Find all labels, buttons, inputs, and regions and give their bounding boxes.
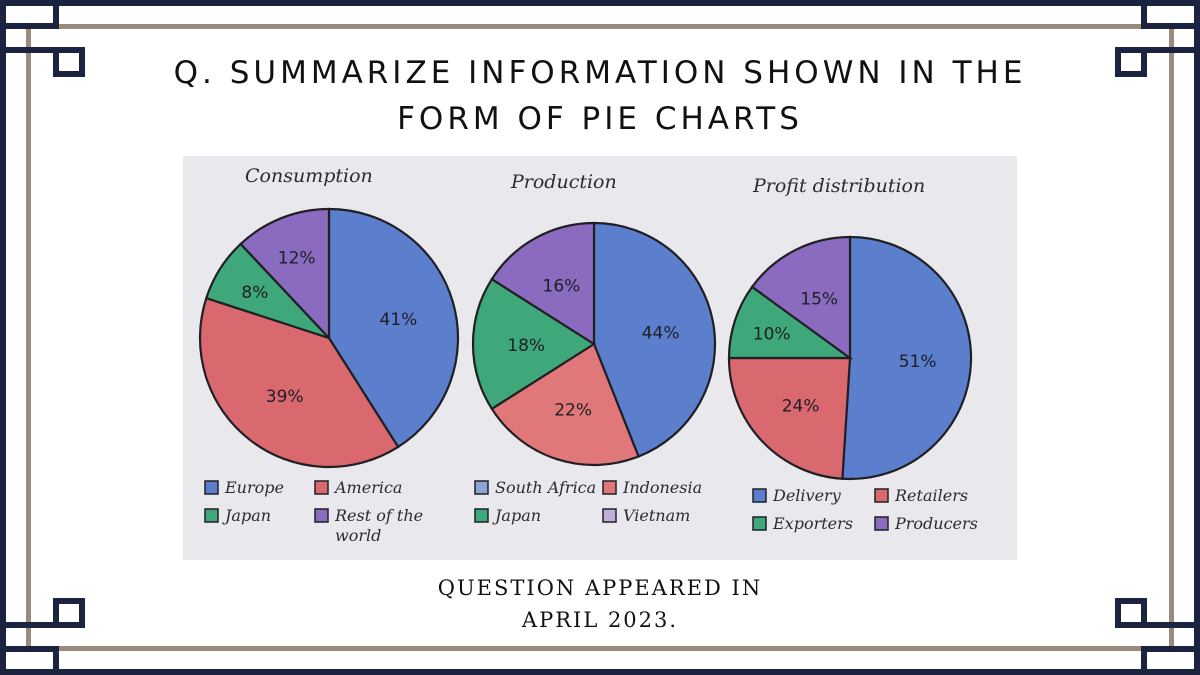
slice-value-label: 15% <box>800 290 838 310</box>
legend-swatch <box>314 508 329 523</box>
pie-slice-america <box>198 296 400 469</box>
slice-value-label: 44% <box>642 323 680 343</box>
title-line-1: Q. SUMMARIZE INFORMATION SHOWN IN THE <box>173 55 1027 91</box>
pie-slice-south-africa <box>592 221 717 458</box>
chart-title: Production <box>510 171 617 193</box>
legend-swatch <box>474 480 489 495</box>
pie-slice-indonesia <box>490 342 640 467</box>
slice-value-label: 41% <box>380 310 418 330</box>
pie-slice-producers <box>750 235 852 361</box>
legend-label-indonesia: Indonesia <box>622 478 702 497</box>
legend-swatch <box>474 508 489 523</box>
legend-label-rest-of-the: Rest of the <box>334 506 423 525</box>
pie-slice-japan <box>471 277 597 411</box>
corner-ornament-top-right <box>1115 0 1200 77</box>
corner-ornament-top-left <box>0 0 85 77</box>
slice-value-label: 12% <box>278 248 316 268</box>
legend-swatch <box>204 480 219 495</box>
slice-value-label: 10% <box>753 325 791 345</box>
legend-label-europe: Europe <box>224 478 284 497</box>
legend-label-america: America <box>333 478 402 497</box>
legend-label-continued: world <box>335 526 381 545</box>
legend-swatch <box>602 508 617 523</box>
slice-value-label: 24% <box>782 396 820 416</box>
legend-swatch <box>874 516 889 531</box>
slice-value-label: 18% <box>507 336 545 356</box>
legend-label-producers: Producers <box>894 514 978 533</box>
legend-label-south-africa: South Africa <box>495 478 596 497</box>
legend-label-vietnam: Vietnam <box>623 506 690 525</box>
pie-slice-exporters <box>727 285 854 360</box>
legend-label-japan: Japan <box>222 506 271 525</box>
chart-title: Consumption <box>245 165 373 187</box>
chart-title: Profit distribution <box>752 175 925 197</box>
title-line-2: FORM OF PIE CHARTS <box>397 101 803 137</box>
pie-slice-delivery <box>841 235 973 481</box>
pie-slice-vietnam <box>490 221 596 347</box>
pie-charts-figure: Consumption 41% 39% 8% 12% Europe America Japan… <box>198 165 978 545</box>
inner-frame <box>26 24 1174 651</box>
corner-ornament-bottom-right <box>1115 598 1200 675</box>
pie-slice-rest-of-the-world <box>239 207 331 341</box>
legend-swatch <box>752 488 767 503</box>
pie-chart-production: Production 44% 22% 18% 16% South Africa Indone… <box>471 171 717 525</box>
legend-label-exporters: Exporters <box>772 514 853 533</box>
slice-value-label: 39% <box>266 387 304 407</box>
legend-swatch <box>874 488 889 503</box>
legend-label-japan: Japan <box>492 506 541 525</box>
footer-line-2: APRIL 2023. <box>521 608 679 632</box>
corner-ornament-bottom-left <box>0 598 85 675</box>
slice-value-label: 22% <box>554 400 592 420</box>
legend-swatch <box>314 480 329 495</box>
pie-slice-retailers <box>727 356 852 480</box>
pie-chart-consumption: Consumption 41% 39% 8% 12% Europe America Japan… <box>198 165 460 545</box>
footer-line-1: QUESTION APPEARED IN <box>437 576 763 600</box>
footer-note: QUESTION APPEARED IN APRIL 2023. <box>300 572 900 636</box>
legend-swatch <box>602 480 617 495</box>
legend-swatch <box>752 516 767 531</box>
slice-value-label: 16% <box>543 277 581 297</box>
slice-value-label: 8% <box>241 283 268 303</box>
slice-value-label: 51% <box>899 352 937 372</box>
pie-charts-photo: Consumption 41% 39% 8% 12% Europe America Japan… <box>183 156 1017 560</box>
legend-label-retailers: Retailers <box>894 486 968 505</box>
pie-chart-profit-distribution: Profit distribution 51% 24% 10% 15% Delivery R… <box>727 175 978 533</box>
page-title: Q. SUMMARIZE INFORMATION SHOWN IN THE FO… <box>100 50 1100 142</box>
legend-label-delivery: Delivery <box>772 486 842 505</box>
legend-swatch <box>204 508 219 523</box>
